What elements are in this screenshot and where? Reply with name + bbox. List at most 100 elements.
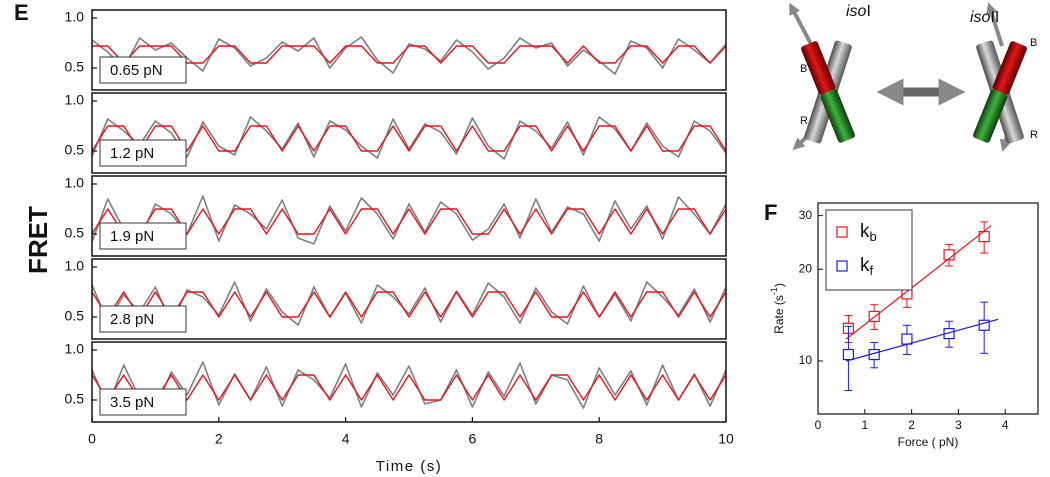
trace: [91, 125, 727, 152]
x-tick-label: 3: [955, 418, 962, 432]
plot-frame: [92, 93, 726, 173]
legend-label: kb: [860, 221, 877, 244]
data-point: [943, 328, 955, 340]
plot-frame: [92, 176, 726, 256]
data-point: [978, 319, 990, 331]
x-tick-label: 4: [342, 431, 350, 447]
trace: [91, 208, 727, 235]
plot-frame: [92, 342, 726, 422]
label-roman: II: [990, 9, 999, 26]
legend-name: k: [860, 255, 870, 276]
panel-label: E: [14, 0, 29, 25]
label-box: [99, 388, 187, 416]
error-bar: [980, 301, 989, 354]
spacer: [800, 146, 842, 166]
force-label-text: 2.8 pN: [110, 311, 154, 328]
label-box: [99, 139, 187, 167]
data-point: [943, 249, 955, 261]
y-axis-label-sup: -1: [769, 287, 779, 295]
isomer-label: isoI: [846, 3, 871, 20]
force-label-text: 0.65 pN: [110, 62, 163, 79]
force-label-text: 1.2 pN: [110, 145, 154, 162]
x-tick-label: 2: [908, 418, 915, 432]
plot-frame: [91, 92, 727, 174]
trace: [92, 45, 727, 64]
y-tick-label: 0.5: [65, 142, 85, 158]
y-tick-label: 1.0: [65, 258, 85, 274]
plot-frame: [91, 341, 727, 423]
y-tick-label: 1.0: [65, 92, 85, 108]
x-tick-label: 10: [718, 431, 734, 447]
force-arrow: [789, 2, 814, 47]
error-bar: [980, 221, 989, 254]
plot-frame: [92, 259, 726, 339]
trace: [91, 361, 727, 409]
force-label-text: 1.9 pN: [110, 228, 154, 245]
helix-colored: [973, 41, 1027, 143]
spacer: [802, 146, 822, 155]
error-bar: [870, 304, 879, 330]
trace: [91, 195, 727, 245]
x-tick-label: 2: [215, 431, 223, 447]
legend-subscript: b: [870, 229, 877, 244]
label-italic: iso: [970, 9, 991, 26]
strand-label: R: [800, 115, 808, 127]
y-axis-label: Rate (s-1): [769, 283, 786, 334]
y-tick-label: 0.5: [65, 391, 85, 407]
fit-line: [845, 225, 992, 340]
label-box: [99, 56, 187, 84]
x-tick-label: 0: [815, 418, 822, 432]
force-label: 1.9 pN: [99, 222, 187, 250]
strand-label: B: [800, 63, 807, 75]
isomer-diagram: B R isoI B R isoII: [789, 2, 1038, 166]
force-label: 2.8 pN: [99, 305, 187, 333]
trace: [91, 281, 727, 326]
y-tick-label: 10: [799, 353, 813, 367]
legend-symbol: [836, 260, 848, 272]
y-axis-label-part: Rate (s: [772, 295, 786, 334]
y-tick-label: 0.5: [65, 308, 85, 324]
y-axis-label-part: ): [772, 283, 786, 287]
legend-name: k: [860, 221, 870, 242]
spacer: [796, 146, 818, 150]
label-roman: I: [866, 3, 870, 20]
label-box: [99, 305, 187, 333]
y-tick-label: 0.5: [65, 225, 85, 241]
label-box: [99, 222, 187, 250]
label-italic: iso: [846, 3, 867, 20]
legend-box: [825, 209, 913, 291]
strand-label: B: [1030, 37, 1037, 49]
y-tick-label: 0.5: [65, 59, 85, 75]
force-label: 1.2 pN: [99, 139, 187, 167]
force-label-text: 3.5 pN: [110, 394, 154, 411]
plot-frame: [91, 258, 727, 340]
x-tick-label: 1: [861, 418, 868, 432]
x-axis-label: Time (s): [376, 458, 442, 475]
y-tick-label: 1.0: [65, 341, 85, 357]
force-label: 0.65 pN: [99, 56, 187, 84]
error-bar: [945, 320, 954, 348]
x-tick-label: 0: [88, 431, 96, 447]
trace: [91, 374, 727, 401]
isomer-label: isoII: [970, 9, 999, 26]
panel-label: F: [764, 200, 777, 225]
trace: [91, 36, 727, 75]
error-bar: [945, 244, 954, 267]
plot-frame: [92, 10, 726, 90]
error-bar: [870, 342, 879, 369]
x-tick-label: 8: [595, 431, 603, 447]
fit-line: [845, 318, 999, 362]
x-tick-label: 4: [1002, 418, 1009, 432]
y-tick-label: 1.0: [65, 175, 85, 191]
y-tick-label: 20: [799, 261, 813, 275]
y-tick-label: 30: [799, 208, 813, 222]
force-arrow: [986, 2, 1004, 47]
plot-frame: [91, 9, 727, 91]
data-point: [978, 231, 990, 243]
legend-subscript: f: [870, 263, 874, 278]
plot-frame: [91, 175, 727, 257]
data-point: [868, 348, 880, 361]
